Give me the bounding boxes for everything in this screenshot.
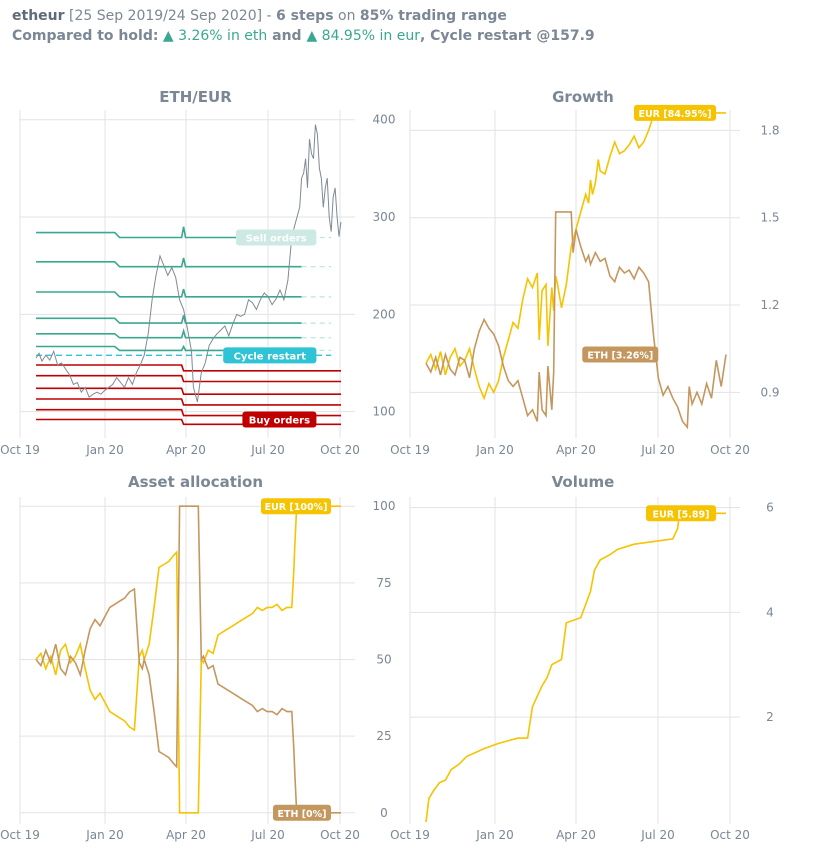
x-tick-label: Jul 20 (640, 443, 675, 457)
header-line-1: etheur [25 Sep 2019/24 Sep 2020] - 6 ste… (12, 6, 595, 26)
chart-title: Growth (552, 88, 614, 106)
x-tick-label: Oct 19 (390, 443, 430, 457)
sell-order-line (36, 257, 302, 268)
steps-text: 6 steps (276, 8, 334, 24)
series-line-eur (35, 505, 341, 814)
chart-panel-4: Volume 2 4 6 Oct 19 Jan 20 Apr 20 Jul 20 Oct 20 E… (390, 473, 774, 842)
series-label: ETH [3.26%] (587, 351, 653, 362)
series-label-bg (261, 498, 331, 515)
period-text: [25 Sep 2019/24 Sep 2020] (68, 8, 263, 24)
y-tick-label: 6 (766, 500, 774, 514)
x-tick-label: Apr 20 (556, 443, 596, 457)
restart-text: , Cycle restart @157.9 (419, 28, 595, 44)
x-tick-label: Jan 20 (85, 443, 124, 457)
x-tick-label: Apr 20 (166, 828, 206, 842)
y-tick-label: 1.5 (760, 211, 779, 225)
sell-order-line (36, 226, 302, 239)
pair-symbol: etheur (12, 8, 65, 24)
y-tick-label: 1.8 (760, 123, 779, 137)
series-label: ETH [0%] (277, 809, 326, 820)
x-tick-label: Oct 20 (320, 828, 360, 842)
x-tick-label: Jan 20 (475, 443, 514, 457)
x-tick-label: Jan 20 (475, 828, 514, 842)
sell-orders-label-bg (236, 229, 317, 246)
buy-order-line (36, 364, 341, 372)
y-tick-label: 50 (376, 653, 391, 667)
series-label-bg (273, 804, 331, 821)
x-tick-label: Oct 20 (320, 443, 360, 457)
x-tick-label: Oct 19 (0, 828, 40, 842)
y-tick-label: 400 (373, 113, 396, 127)
x-tick-label: Jul 20 (640, 828, 675, 842)
x-tick-label: Oct 19 (390, 828, 430, 842)
series-label: EUR [84.95%] (638, 109, 711, 120)
series-label: EUR [100%] (265, 502, 328, 513)
buy-order-line (36, 374, 341, 383)
chart-panel-2: Growth 0.9 1.2 1.5 1.8 Oct 19 Jan 20 Apr 20 Jul … (390, 88, 779, 457)
x-tick-label: Oct 20 (710, 443, 750, 457)
x-tick-label: Apr 20 (166, 443, 206, 457)
x-tick-label: Jul 20 (250, 443, 285, 457)
y-tick-label: 100 (373, 405, 396, 419)
chart-header: etheur [25 Sep 2019/24 Sep 2020] - 6 ste… (12, 6, 595, 46)
chart-title: Asset allocation (128, 473, 263, 491)
up-arrow-icon: ▲ (306, 28, 318, 44)
buy-orders-label: Buy orders (249, 415, 310, 426)
series-label-bg (646, 505, 716, 522)
compared-text: Compared to hold: (12, 28, 159, 44)
on-text: on (333, 8, 360, 24)
y-tick-label: 2 (766, 710, 774, 724)
y-tick-label: 0 (380, 806, 388, 820)
eth-gain-text: 3.26% in eth (178, 28, 268, 44)
x-tick-label: Oct 20 (710, 828, 750, 842)
buy-order-line (36, 398, 341, 406)
cycle-restart-label-bg (223, 347, 317, 364)
series-line-eur (425, 512, 726, 823)
y-tick-label: 200 (373, 307, 396, 321)
sell-order-line (36, 344, 302, 352)
range-text: 85% trading range (359, 8, 507, 24)
series-label: EUR [5.89] (653, 509, 710, 520)
y-tick-label: 1.2 (760, 298, 779, 312)
series-line-eur (425, 112, 726, 401)
series-line-eth (35, 505, 341, 814)
buy-order-line (36, 387, 341, 395)
sell-order-line (36, 288, 302, 298)
cycle-restart-label: Cycle restart (234, 351, 307, 362)
eur-gain-text: 84.95% in eur (321, 28, 420, 44)
x-tick-label: Apr 20 (556, 828, 596, 842)
x-tick-label: Oct 19 (0, 443, 40, 457)
series-label-bg (582, 346, 659, 363)
chart-panel-3: Asset allocation 0 25 50 75 100 Oct 19 Jan 20 Ap… (0, 473, 395, 842)
y-tick-label: 0.9 (760, 385, 779, 399)
chart-title: ETH/EUR (159, 88, 232, 106)
separator-text: - (262, 8, 277, 24)
y-tick-label: 75 (376, 576, 391, 590)
x-tick-label: Jul 20 (250, 828, 285, 842)
sell-order-line (36, 327, 302, 339)
y-tick-label: 25 (376, 729, 391, 743)
price-line (35, 124, 342, 403)
y-tick-label: 300 (373, 210, 396, 224)
header-line-2: Compared to hold: ▲ 3.26% in eth and ▲ 8… (12, 26, 595, 46)
buy-orders-label-bg (242, 411, 317, 428)
chart-panel-1: ETH/EUR 100 200 300 400 Oct 19 Jan 20 Apr 20 Jul… (0, 88, 395, 457)
series-line-eth (425, 211, 727, 430)
series-label-bg (634, 104, 716, 121)
sell-order-line (36, 315, 302, 324)
chart-title: Volume (552, 473, 615, 491)
and-text: and (267, 28, 307, 44)
y-tick-label: 4 (766, 605, 774, 619)
up-arrow-icon: ▲ (162, 28, 174, 44)
x-tick-label: Jan 20 (85, 828, 124, 842)
sell-orders-label: Sell orders (246, 233, 307, 244)
y-tick-label: 100 (373, 499, 396, 513)
